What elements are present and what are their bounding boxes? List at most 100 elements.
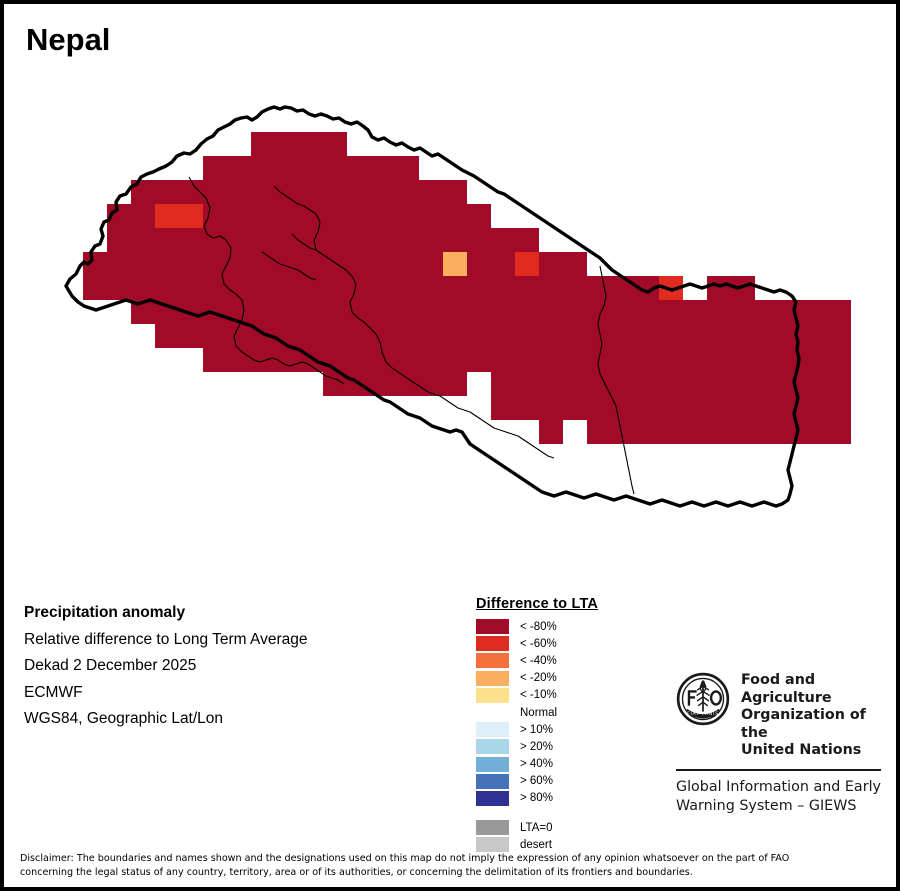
raster-cell xyxy=(443,204,467,228)
raster-cell xyxy=(731,300,755,324)
raster-cell xyxy=(251,276,275,300)
raster-cell xyxy=(467,228,491,252)
fao-org-line-1: Food and Agriculture xyxy=(741,672,832,706)
raster-cell xyxy=(731,372,755,396)
raster-cell xyxy=(491,372,515,396)
legend-row[interactable]: > 80% xyxy=(476,790,598,807)
raster-cell xyxy=(347,348,371,372)
admin-boundary-6 xyxy=(273,185,321,251)
raster-cell xyxy=(419,276,443,300)
raster-cell xyxy=(371,348,395,372)
raster-cell xyxy=(275,156,299,180)
raster-cell xyxy=(395,204,419,228)
legend-row[interactable]: > 40% xyxy=(476,756,598,773)
raster-cell xyxy=(635,324,659,348)
giews-line-1: Global Information and Early xyxy=(676,778,882,795)
raster-cell xyxy=(491,396,515,420)
raster-cell xyxy=(515,300,539,324)
legend-row[interactable]: > 60% xyxy=(476,773,598,790)
raster-cell xyxy=(371,324,395,348)
raster-cell xyxy=(227,204,251,228)
raster-cell xyxy=(563,324,587,348)
legend-row[interactable]: < -80% xyxy=(476,618,598,635)
raster-cell xyxy=(539,276,563,300)
legend-row[interactable]: < -10% xyxy=(476,687,598,704)
raster-cell xyxy=(371,300,395,324)
raster-cell xyxy=(515,372,539,396)
raster-cell xyxy=(323,276,347,300)
legend-label: > 80% xyxy=(520,792,553,805)
raster-cell xyxy=(251,252,275,276)
raster-cell xyxy=(611,348,635,372)
admin-boundary-4 xyxy=(481,419,555,459)
raster-cell xyxy=(419,228,443,252)
raster-cell xyxy=(803,372,827,396)
giews-line-2: Warning System – GIEWS xyxy=(676,797,857,814)
raster-cell xyxy=(659,372,683,396)
raster-cell xyxy=(443,276,467,300)
legend-row[interactable]: > 10% xyxy=(476,721,598,738)
giews-system-name: Global Information and Early Warning Sys… xyxy=(676,778,881,816)
raster-cell xyxy=(683,324,707,348)
legend-row[interactable]: desert xyxy=(476,836,598,853)
raster-cell xyxy=(587,372,611,396)
raster-cell xyxy=(419,204,443,228)
raster-cell xyxy=(323,180,347,204)
raster-cell xyxy=(299,204,323,228)
raster-cell xyxy=(419,348,443,372)
raster-cell xyxy=(755,300,779,324)
raster-cell xyxy=(371,276,395,300)
raster-cell xyxy=(827,372,851,396)
legend-label: desert xyxy=(520,838,552,851)
info-line-4: ECMWF xyxy=(24,683,83,701)
legend-row[interactable]: LTA=0 xyxy=(476,819,598,836)
country-boundary-nepal xyxy=(64,105,801,508)
raster-cell xyxy=(251,300,275,324)
raster-cell xyxy=(635,300,659,324)
raster-cell xyxy=(587,276,611,300)
admin-boundary-2 xyxy=(247,355,345,385)
raster-cell xyxy=(131,228,155,252)
fao-logo-icon: A FIAT PANIS xyxy=(676,672,730,726)
raster-cell xyxy=(563,396,587,420)
legend-color-swatch xyxy=(476,636,509,652)
raster-cell xyxy=(707,372,731,396)
legend-color-swatch xyxy=(476,820,509,836)
raster-cell xyxy=(203,324,227,348)
fao-divider xyxy=(676,768,881,771)
legend-label: LTA=0 xyxy=(520,821,553,834)
legend-row[interactable]: Normal xyxy=(476,704,598,721)
admin-boundary-3 xyxy=(291,233,483,421)
raster-cell xyxy=(443,228,467,252)
raster-cell xyxy=(803,420,827,444)
legend-row[interactable]: < -20% xyxy=(476,670,598,687)
raster-cell xyxy=(659,300,683,324)
legend-row[interactable]: < -40% xyxy=(476,652,598,669)
raster-cell xyxy=(563,276,587,300)
raster-cell xyxy=(659,420,683,444)
raster-cell xyxy=(107,252,131,276)
raster-cell xyxy=(563,372,587,396)
raster-cell xyxy=(275,228,299,252)
disclaimer-line-2: concerning the legal status of any count… xyxy=(20,867,693,878)
raster-cell xyxy=(323,228,347,252)
raster-cell xyxy=(203,348,227,372)
raster-cell xyxy=(155,276,179,300)
raster-cell xyxy=(227,324,251,348)
raster-cell xyxy=(395,372,419,396)
legend-row[interactable]: > 20% xyxy=(476,738,598,755)
raster-cell xyxy=(347,156,371,180)
raster-cell xyxy=(155,252,179,276)
raster-cell xyxy=(827,324,851,348)
map-canvas[interactable] xyxy=(4,74,896,544)
raster-cell xyxy=(227,180,251,204)
raster-cell xyxy=(803,396,827,420)
raster-cell xyxy=(323,132,347,156)
legend-row[interactable]: < -60% xyxy=(476,635,598,652)
raster-cell xyxy=(395,156,419,180)
raster-cell xyxy=(539,420,563,444)
raster-cell xyxy=(419,180,443,204)
fao-org-line-3: United Nations xyxy=(741,742,862,758)
raster-cell xyxy=(827,348,851,372)
raster-cell xyxy=(635,348,659,372)
